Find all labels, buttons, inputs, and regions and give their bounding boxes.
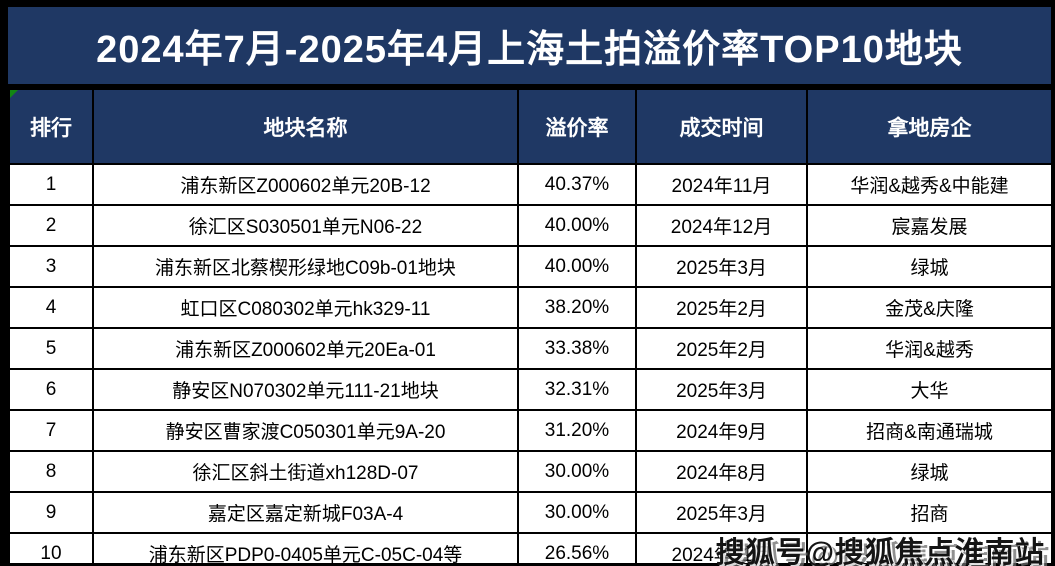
developer-cell: 金茂&庆隆	[806, 286, 1051, 329]
rank-cell: 5	[8, 327, 94, 370]
header-premium-rate: 溢价率	[517, 88, 637, 165]
rank-cell: 2	[8, 204, 94, 247]
developer-cell: 绿城	[806, 450, 1051, 493]
plot-name-cell: 虹口区C080302单元hk329-11	[92, 286, 519, 329]
table-row: 4 虹口区C080302单元hk329-11 38.20% 2025年2月 金茂…	[8, 286, 1051, 329]
land-premium-table: 排行 地块名称 溢价率 成交时间 拿地房企 1 浦东新区Z000602单元20B…	[8, 88, 1051, 563]
header-rank: 排行	[8, 88, 94, 165]
rank-cell: 7	[8, 409, 94, 452]
table-row: 6 静安区N070302单元111-21地块 32.31% 2025年3月 大华	[8, 368, 1051, 411]
premium-rate-cell: 31.20%	[517, 409, 637, 452]
premium-rate-cell: 32.31%	[517, 368, 637, 411]
rank-cell: 9	[8, 491, 94, 534]
premium-rate-cell: 40.00%	[517, 245, 637, 288]
table-row: 8 徐汇区斜土街道xh128D-07 30.00% 2024年8月 绿城	[8, 450, 1051, 493]
developer-cell	[806, 532, 1051, 563]
developer-cell: 华润&越秀&中能建	[806, 163, 1051, 206]
deal-date-cell: 2024年11月	[635, 163, 808, 206]
table-row: 10 浦东新区PDP0-0405单元C-05C-04等 26.56% 2024年…	[8, 532, 1051, 563]
rank-cell: 8	[8, 450, 94, 493]
table-row: 1 浦东新区Z000602单元20B-12 40.37% 2024年11月 华润…	[8, 163, 1051, 206]
plot-name-cell: 徐汇区S030501单元N06-22	[92, 204, 519, 247]
deal-date-cell: 2025年3月	[635, 368, 808, 411]
premium-rate-cell: 30.00%	[517, 450, 637, 493]
table-row: 5 浦东新区Z000602单元20Ea-01 33.38% 2025年2月 华润…	[8, 327, 1051, 370]
deal-date-cell: 2024年9月	[635, 409, 808, 452]
developer-cell: 宸嘉发展	[806, 204, 1051, 247]
table-header-row: 排行 地块名称 溢价率 成交时间 拿地房企	[8, 88, 1051, 165]
premium-rate-cell: 26.56%	[517, 532, 637, 563]
developer-cell: 招商&南通瑞城	[806, 409, 1051, 452]
developer-cell: 绿城	[806, 245, 1051, 288]
deal-date-cell: 2024年11月	[635, 532, 808, 563]
table-row: 2 徐汇区S030501单元N06-22 40.00% 2024年12月 宸嘉发…	[8, 204, 1051, 247]
land-premium-table-wrap: 排行 地块名称 溢价率 成交时间 拿地房企 1 浦东新区Z000602单元20B…	[8, 88, 1051, 563]
developer-cell: 华润&越秀	[806, 327, 1051, 370]
table-row: 7 静安区曹家渡C050301单元9A-20 31.20% 2024年9月 招商…	[8, 409, 1051, 452]
premium-rate-cell: 33.38%	[517, 327, 637, 370]
header-developer: 拿地房企	[806, 88, 1051, 165]
plot-name-cell: 浦东新区PDP0-0405单元C-05C-04等	[92, 532, 519, 563]
rank-cell: 10	[8, 532, 94, 563]
deal-date-cell: 2025年2月	[635, 327, 808, 370]
rank-cell: 4	[8, 286, 94, 329]
deal-date-cell: 2024年12月	[635, 204, 808, 247]
cell-corner-marker-icon	[10, 90, 18, 98]
header-deal-date-label: 成交时间	[679, 116, 764, 140]
table-row: 9 嘉定区嘉定新城F03A-4 30.00% 2025年3月 招商	[8, 491, 1051, 534]
header-rank-label: 排行	[30, 116, 72, 140]
deal-date-cell: 2025年3月	[635, 491, 808, 534]
rank-cell: 3	[8, 245, 94, 288]
page-title: 2024年7月-2025年4月上海土拍溢价率TOP10地块	[96, 29, 963, 71]
premium-rate-cell: 38.20%	[517, 286, 637, 329]
title-bar: 2024年7月-2025年4月上海土拍溢价率TOP10地块	[8, 7, 1051, 84]
rank-cell: 6	[8, 368, 94, 411]
deal-date-cell: 2024年8月	[635, 450, 808, 493]
premium-rate-cell: 30.00%	[517, 491, 637, 534]
header-plot-name: 地块名称	[92, 88, 519, 165]
plot-name-cell: 静安区曹家渡C050301单元9A-20	[92, 409, 519, 452]
plot-name-cell: 浦东新区Z000602单元20Ea-01	[92, 327, 519, 370]
plot-name-cell: 浦东新区Z000602单元20B-12	[92, 163, 519, 206]
plot-name-cell: 徐汇区斜土街道xh128D-07	[92, 450, 519, 493]
rank-cell: 1	[8, 163, 94, 206]
plot-name-cell: 静安区N070302单元111-21地块	[92, 368, 519, 411]
plot-name-cell: 浦东新区北蔡楔形绿地C09b-01地块	[92, 245, 519, 288]
plot-name-cell: 嘉定区嘉定新城F03A-4	[92, 491, 519, 534]
deal-date-cell: 2025年2月	[635, 286, 808, 329]
header-deal-date: 成交时间	[635, 88, 808, 165]
premium-rate-cell: 40.00%	[517, 204, 637, 247]
developer-cell: 大华	[806, 368, 1051, 411]
deal-date-cell: 2025年3月	[635, 245, 808, 288]
header-developer-label: 拿地房企	[887, 116, 972, 140]
developer-cell: 招商	[806, 491, 1051, 534]
premium-rate-cell: 40.37%	[517, 163, 637, 206]
table-row: 3 浦东新区北蔡楔形绿地C09b-01地块 40.00% 2025年3月 绿城	[8, 245, 1051, 288]
header-plot-name-label: 地块名称	[263, 116, 348, 140]
header-premium-rate-label: 溢价率	[545, 116, 609, 140]
